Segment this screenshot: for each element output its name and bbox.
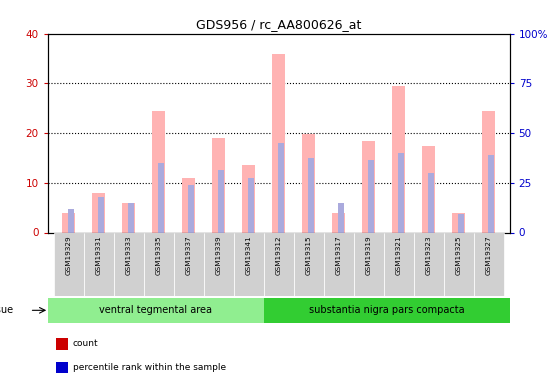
Title: GDS956 / rc_AA800626_at: GDS956 / rc_AA800626_at	[196, 18, 361, 31]
Text: GSM19333: GSM19333	[125, 236, 132, 275]
Bar	[474, 232, 503, 296]
Text: count: count	[73, 339, 99, 348]
Bar	[212, 138, 225, 232]
Text: GSM19327: GSM19327	[486, 236, 492, 275]
Text: GSM19339: GSM19339	[216, 236, 222, 275]
Bar	[309, 158, 314, 232]
Bar	[54, 232, 83, 296]
Text: GSM19335: GSM19335	[156, 236, 162, 275]
Bar	[458, 214, 464, 232]
Text: GSM19319: GSM19319	[366, 236, 372, 275]
Bar	[332, 213, 346, 232]
Bar	[188, 185, 194, 232]
Bar	[264, 298, 510, 323]
Bar	[428, 173, 434, 232]
Text: GSM19329: GSM19329	[66, 236, 72, 275]
Bar	[174, 232, 204, 296]
Bar	[92, 193, 105, 232]
Bar	[248, 178, 254, 232]
Bar	[242, 165, 255, 232]
Bar	[128, 202, 134, 232]
Bar	[422, 146, 435, 232]
Text: GSM19315: GSM19315	[306, 236, 311, 275]
Bar	[362, 141, 375, 232]
Text: GSM19312: GSM19312	[276, 236, 282, 275]
Text: ventral tegmental area: ventral tegmental area	[99, 305, 212, 315]
Bar	[324, 232, 353, 296]
Text: GSM19341: GSM19341	[246, 236, 251, 275]
Bar	[302, 134, 315, 232]
Bar	[264, 232, 293, 296]
Bar	[353, 232, 384, 296]
Text: tissue: tissue	[0, 305, 14, 315]
Bar	[48, 298, 264, 323]
Bar	[158, 163, 164, 232]
Bar	[414, 232, 444, 296]
Bar	[122, 202, 136, 232]
Text: substantia nigra pars compacta: substantia nigra pars compacta	[309, 305, 464, 315]
Bar	[62, 213, 76, 232]
Bar	[482, 111, 496, 232]
Bar	[452, 213, 465, 232]
Bar	[392, 86, 405, 232]
Bar	[204, 232, 234, 296]
Text: GSM19323: GSM19323	[426, 236, 432, 275]
Bar	[384, 232, 414, 296]
Bar	[338, 202, 344, 232]
Bar	[152, 111, 165, 232]
Bar	[83, 232, 114, 296]
Text: GSM19321: GSM19321	[395, 236, 402, 275]
Text: GSM19317: GSM19317	[335, 236, 342, 275]
Bar	[272, 54, 286, 232]
Text: GSM19337: GSM19337	[185, 236, 192, 275]
Text: percentile rank within the sample: percentile rank within the sample	[73, 363, 226, 372]
Bar	[278, 143, 284, 232]
Bar	[143, 232, 174, 296]
Bar	[68, 209, 74, 232]
Bar	[444, 232, 474, 296]
Text: GSM19331: GSM19331	[96, 236, 101, 275]
Bar	[293, 232, 324, 296]
Bar	[114, 232, 143, 296]
Bar	[488, 156, 494, 232]
Bar	[218, 170, 224, 232]
Bar	[234, 232, 264, 296]
Bar	[99, 197, 104, 232]
Bar	[368, 160, 374, 232]
Bar	[398, 153, 404, 232]
Bar	[182, 178, 195, 232]
Text: GSM19325: GSM19325	[456, 236, 461, 275]
